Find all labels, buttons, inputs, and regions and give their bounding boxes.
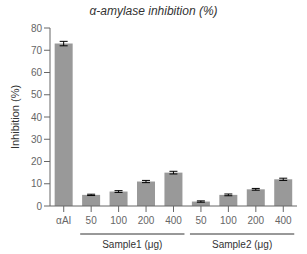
svg-text:200: 200 xyxy=(138,215,155,226)
svg-text:80: 80 xyxy=(31,23,43,34)
svg-text:400: 400 xyxy=(275,215,292,226)
svg-text:70: 70 xyxy=(31,45,43,56)
svg-text:50: 50 xyxy=(86,215,98,226)
svg-text:Sample2 (μg): Sample2 (μg) xyxy=(212,239,272,250)
svg-text:30: 30 xyxy=(31,134,43,145)
svg-text:400: 400 xyxy=(165,215,182,226)
svg-text:αAI: αAI xyxy=(56,215,71,226)
svg-text:40: 40 xyxy=(31,112,43,123)
svg-text:50: 50 xyxy=(31,89,43,100)
svg-text:200: 200 xyxy=(247,215,264,226)
svg-text:0: 0 xyxy=(36,201,42,212)
svg-text:Sample1 (μg): Sample1 (μg) xyxy=(102,239,162,250)
svg-text:60: 60 xyxy=(31,67,43,78)
svg-text:Inhibition (%): Inhibition (%) xyxy=(9,85,21,149)
svg-text:100: 100 xyxy=(220,215,237,226)
svg-text:100: 100 xyxy=(110,215,127,226)
svg-text:20: 20 xyxy=(31,156,43,167)
html-text:α-amylase inhibition (%): α-amylase inhibition (%) xyxy=(89,4,218,18)
svg-text:10: 10 xyxy=(31,178,43,189)
svg-text:50: 50 xyxy=(195,215,207,226)
